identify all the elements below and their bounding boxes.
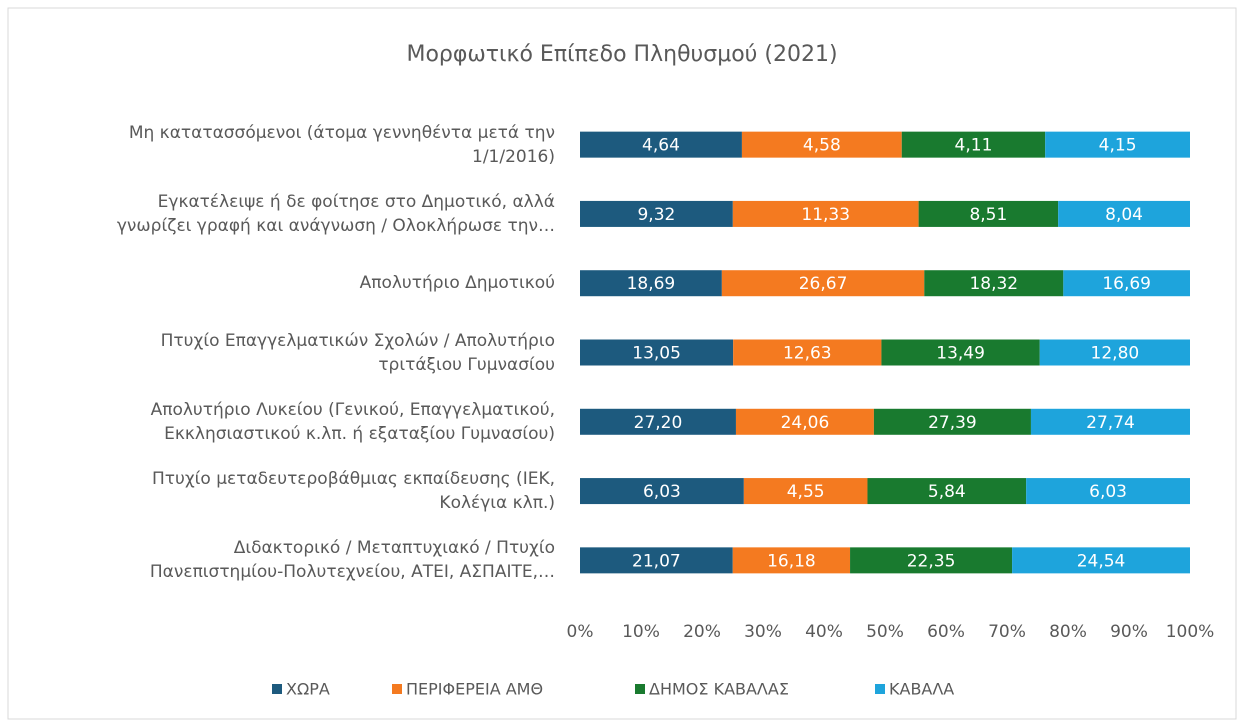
- bar-segment: [733, 339, 882, 366]
- value-label: 4,64: [642, 136, 680, 156]
- value-label: 4,55: [787, 482, 825, 502]
- bar-segment: [1063, 270, 1190, 297]
- bar-segment: [1058, 200, 1190, 227]
- value-label: 16,69: [1102, 274, 1151, 294]
- legend-label: ΧΩΡΑ: [286, 680, 330, 699]
- x-tick-label: 70%: [988, 622, 1026, 642]
- bar-segment: [924, 270, 1064, 297]
- bar-segment: [1039, 339, 1190, 366]
- category-label: Διδακτορικό / Μεταπτυχιακό / Πτυχίο Πανε…: [149, 538, 555, 583]
- x-tick-label: 20%: [683, 622, 721, 642]
- bar-segment: [732, 200, 919, 227]
- bar-segment: [732, 547, 851, 574]
- category-label: Απολυτήριο Δημοτικού: [359, 273, 555, 294]
- bar-segment: [867, 478, 1027, 505]
- chart-border: [7, 7, 1237, 720]
- category-label: Πτυχίο μεταδευτεροβάθμιας εκπαίδευσης (Ι…: [151, 469, 555, 514]
- legend-label: ΔΗΜΟΣ ΚΑΒΑΛΑΣ: [649, 680, 789, 699]
- bar-segment: [580, 478, 744, 505]
- bar-segment: [873, 408, 1031, 435]
- legend-label: ΠΕΡΙΦΕΡΕΙΑ ΑΜΘ: [406, 680, 543, 699]
- value-label: 18,32: [969, 274, 1018, 294]
- x-tick-label: 40%: [805, 622, 843, 642]
- bar-segment: [743, 478, 868, 505]
- x-tick-label: 80%: [1049, 622, 1087, 642]
- value-label: 9,32: [637, 205, 675, 225]
- value-label: 27,39: [928, 413, 977, 433]
- bar-segment: [580, 547, 733, 574]
- value-label: 8,04: [1105, 205, 1143, 225]
- x-tick-label: 60%: [927, 622, 965, 642]
- value-label: 5,84: [928, 482, 966, 502]
- value-label: 26,67: [799, 274, 848, 294]
- bar-segment: [881, 339, 1040, 366]
- value-label: 24,06: [781, 413, 830, 433]
- x-tick-label: 90%: [1110, 622, 1148, 642]
- value-label: 21,07: [632, 551, 681, 571]
- bar-segment: [1012, 547, 1190, 574]
- value-label: 11,33: [801, 205, 850, 225]
- bar-segment: [918, 200, 1059, 227]
- bar-segment: [901, 131, 1046, 158]
- bar-segment: [1030, 408, 1190, 435]
- category-label: Απολυτήριο Λυκείου (Γενικού, Επαγγελματι…: [150, 399, 555, 444]
- value-label: 27,74: [1086, 413, 1135, 433]
- value-label: 6,03: [1089, 482, 1127, 502]
- x-tick-label: 50%: [866, 622, 904, 642]
- bar-segment: [580, 270, 722, 297]
- value-label: 13,05: [632, 344, 681, 364]
- bar-segment: [580, 200, 733, 227]
- value-label: 6,03: [643, 482, 681, 502]
- legend-swatch: [392, 684, 402, 694]
- value-label: 22,35: [907, 551, 956, 571]
- value-label: 4,58: [803, 136, 841, 156]
- bar-segment: [580, 408, 736, 435]
- value-label: 4,11: [955, 136, 993, 156]
- value-label: 18,69: [627, 274, 676, 294]
- category-label: Μη κατατασσόμενοι (άτομα γεννηθέντα μετά…: [128, 122, 555, 167]
- bar-segment: [850, 547, 1013, 574]
- category-label: Εγκατέλειψε ή δε φοίτησε στο Δημοτικό, α…: [116, 191, 555, 236]
- legend-swatch: [875, 684, 885, 694]
- x-tick-label: 0%: [567, 622, 594, 642]
- bar-segment: [735, 408, 874, 435]
- value-label: 13,49: [936, 344, 985, 364]
- bar-segment: [721, 270, 925, 297]
- category-label: Πτυχίο Επαγγελματικών Σχολών / Απολυτήρι…: [160, 330, 555, 375]
- value-label: 24,54: [1077, 551, 1126, 571]
- legend-label: ΚΑΒΑΛΑ: [889, 680, 954, 699]
- value-label: 16,18: [767, 551, 816, 571]
- bar-segment: [580, 339, 734, 366]
- legend-swatch: [635, 684, 645, 694]
- bar-segment: [741, 131, 902, 158]
- x-tick-label: 30%: [744, 622, 782, 642]
- value-label: 4,15: [1099, 136, 1137, 156]
- value-label: 12,80: [1091, 344, 1140, 364]
- value-label: 27,20: [634, 413, 683, 433]
- bar-segment: [580, 131, 742, 158]
- chart-title: Μορφωτικό Επίπεδο Πληθυσμού (2021): [406, 42, 837, 67]
- value-label: 12,63: [783, 344, 832, 364]
- x-tick-label: 100%: [1166, 622, 1215, 642]
- value-label: 8,51: [969, 205, 1007, 225]
- x-tick-label: 10%: [622, 622, 660, 642]
- legend-swatch: [272, 684, 282, 694]
- bar-segment: [1045, 131, 1190, 158]
- bar-segment: [1026, 478, 1190, 505]
